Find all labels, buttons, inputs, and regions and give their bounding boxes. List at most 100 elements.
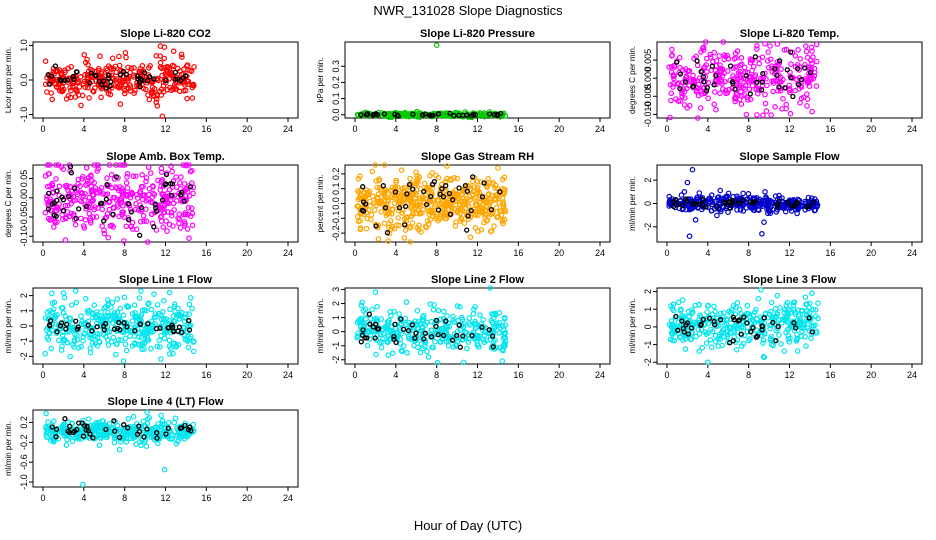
data-point [61, 294, 68, 301]
data-point [738, 343, 745, 349]
x-tick-label: 12 [472, 370, 482, 380]
data-point [460, 359, 467, 366]
reference-point [449, 337, 456, 343]
reference-point [90, 435, 96, 441]
reference-point [679, 318, 685, 324]
x-tick-label: 12 [160, 124, 170, 134]
x-tick-label: 16 [513, 124, 523, 134]
data-point [131, 431, 138, 438]
data-point [55, 206, 62, 212]
data-point [481, 112, 488, 119]
series-points [666, 39, 820, 121]
x-tick-label: 0 [40, 493, 45, 503]
data-point [416, 174, 423, 180]
data-point [89, 310, 95, 316]
data-point [802, 61, 808, 68]
data-point [728, 307, 735, 313]
data-point [385, 238, 392, 244]
data-point [123, 54, 129, 61]
reference-point [361, 208, 367, 214]
data-point [438, 325, 445, 332]
y-tick-label: 0 [643, 201, 653, 206]
x-tick-label: 20 [866, 370, 876, 380]
x-tick-label: 4 [81, 493, 86, 503]
outlier-point [153, 52, 160, 59]
reference-point [111, 418, 117, 424]
reference-point [151, 76, 157, 82]
data-point [173, 174, 179, 180]
data-point [59, 343, 65, 350]
y-tick-label: 0.1 [331, 92, 341, 105]
data-point [761, 354, 768, 361]
data-point [666, 64, 672, 70]
panel-3: Slope Li-820 Temp. 0 4 8 12 16 20 24 -0.010-0.00… [628, 28, 923, 134]
data-point [696, 348, 703, 355]
x-tick-label: 8 [122, 493, 127, 503]
reference-point [469, 332, 475, 339]
data-point [767, 325, 773, 332]
reference-point [750, 325, 756, 331]
data-point [414, 307, 421, 314]
reference-point [460, 333, 466, 339]
data-point [42, 350, 49, 357]
data-point [813, 41, 820, 48]
data-point [43, 423, 50, 430]
data-point [60, 86, 67, 93]
x-tick-label: 12 [160, 493, 170, 503]
data-point [693, 89, 700, 95]
data-point [670, 73, 677, 79]
data-point [483, 198, 489, 205]
data-point [703, 55, 710, 62]
x-tick-label: 0 [352, 124, 357, 134]
data-point [123, 223, 130, 230]
data-point [362, 306, 369, 313]
y-tick-label: 1 [331, 315, 341, 320]
reference-point [101, 218, 107, 224]
data-point [781, 314, 788, 321]
data-point [124, 185, 131, 191]
data-point [759, 329, 766, 335]
x-tick-label: 0 [664, 124, 669, 134]
reference-point [391, 336, 397, 343]
reference-point [804, 204, 810, 210]
data-point [143, 218, 150, 225]
x-tick-label: 8 [434, 248, 439, 258]
data-point [152, 311, 159, 317]
reference-point [700, 316, 706, 323]
y-tick-label: 0.2 [331, 168, 341, 181]
reference-point [47, 323, 53, 329]
data-point [676, 54, 683, 61]
data-point [74, 88, 80, 95]
reference-point [700, 74, 706, 80]
data-point [367, 198, 373, 205]
data-point [772, 305, 779, 312]
data-point [48, 345, 55, 352]
y-tick-label: -2 [331, 356, 341, 364]
data-point [759, 203, 766, 210]
data-point [364, 342, 371, 349]
data-point [149, 84, 156, 91]
reference-point [181, 198, 187, 204]
x-tick-label: 12 [784, 248, 794, 258]
data-point [384, 339, 391, 346]
data-point [53, 68, 59, 75]
series-points [354, 285, 509, 366]
data-point [810, 75, 817, 82]
data-point [809, 108, 815, 115]
data-point [62, 183, 69, 189]
reference-point [736, 200, 743, 207]
data-point [763, 76, 769, 82]
data-point [451, 319, 458, 326]
reference-point [186, 327, 193, 333]
data-point [436, 202, 443, 208]
data-point [451, 175, 458, 181]
reference-point [440, 332, 447, 339]
reference-point [398, 316, 404, 322]
data-point [736, 96, 743, 103]
data-point [410, 327, 417, 333]
data-point [120, 162, 126, 168]
data-point [496, 330, 502, 336]
data-point [450, 313, 456, 320]
data-point [486, 330, 493, 337]
